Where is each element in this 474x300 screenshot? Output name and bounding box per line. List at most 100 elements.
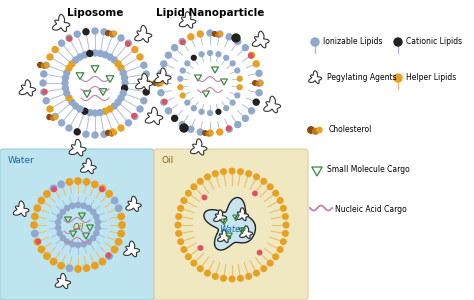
Circle shape bbox=[267, 260, 273, 266]
Circle shape bbox=[209, 131, 213, 135]
Circle shape bbox=[93, 214, 99, 219]
Circle shape bbox=[82, 52, 88, 58]
Circle shape bbox=[230, 61, 235, 66]
Circle shape bbox=[256, 70, 262, 76]
Circle shape bbox=[55, 220, 61, 225]
Circle shape bbox=[47, 115, 52, 119]
Circle shape bbox=[208, 111, 212, 116]
Circle shape bbox=[91, 262, 98, 269]
Circle shape bbox=[57, 231, 63, 236]
Text: Oil: Oil bbox=[162, 156, 174, 165]
Circle shape bbox=[43, 98, 49, 104]
Circle shape bbox=[226, 126, 232, 132]
Circle shape bbox=[41, 64, 46, 68]
Circle shape bbox=[41, 71, 47, 77]
Circle shape bbox=[198, 178, 203, 184]
Circle shape bbox=[191, 260, 197, 266]
Circle shape bbox=[119, 222, 125, 228]
Polygon shape bbox=[236, 208, 248, 220]
Circle shape bbox=[51, 116, 55, 120]
Circle shape bbox=[144, 82, 149, 86]
Circle shape bbox=[66, 178, 73, 185]
Text: Water: Water bbox=[219, 224, 245, 233]
Circle shape bbox=[64, 206, 70, 211]
Circle shape bbox=[93, 231, 99, 236]
Circle shape bbox=[52, 187, 56, 191]
Circle shape bbox=[205, 174, 210, 180]
Circle shape bbox=[118, 95, 124, 101]
Polygon shape bbox=[53, 14, 70, 32]
Polygon shape bbox=[145, 107, 163, 124]
Circle shape bbox=[313, 128, 319, 134]
Circle shape bbox=[81, 203, 86, 208]
Circle shape bbox=[107, 54, 113, 60]
Circle shape bbox=[102, 52, 108, 58]
Circle shape bbox=[32, 230, 38, 237]
Circle shape bbox=[158, 70, 164, 76]
Circle shape bbox=[178, 76, 182, 81]
Circle shape bbox=[111, 246, 118, 253]
Circle shape bbox=[191, 56, 196, 60]
Circle shape bbox=[198, 246, 203, 250]
Circle shape bbox=[75, 242, 81, 247]
Circle shape bbox=[109, 32, 114, 36]
Circle shape bbox=[203, 131, 207, 135]
Text: Water: Water bbox=[8, 156, 35, 165]
Circle shape bbox=[40, 80, 46, 86]
Circle shape bbox=[163, 100, 167, 104]
Circle shape bbox=[63, 85, 68, 91]
Circle shape bbox=[308, 127, 314, 133]
Circle shape bbox=[317, 128, 322, 133]
Circle shape bbox=[257, 250, 262, 255]
Circle shape bbox=[52, 113, 58, 119]
Circle shape bbox=[158, 90, 164, 96]
Circle shape bbox=[235, 38, 241, 44]
Circle shape bbox=[110, 129, 116, 135]
Circle shape bbox=[205, 270, 210, 276]
Circle shape bbox=[66, 125, 72, 131]
Circle shape bbox=[118, 125, 124, 131]
Circle shape bbox=[111, 57, 117, 63]
Circle shape bbox=[63, 75, 68, 81]
Circle shape bbox=[86, 206, 91, 211]
Circle shape bbox=[100, 187, 104, 191]
Circle shape bbox=[261, 178, 266, 184]
Circle shape bbox=[91, 236, 96, 241]
Polygon shape bbox=[252, 31, 269, 48]
Circle shape bbox=[118, 65, 124, 71]
Circle shape bbox=[87, 110, 93, 116]
Circle shape bbox=[256, 82, 260, 86]
Circle shape bbox=[99, 185, 106, 192]
Circle shape bbox=[253, 61, 259, 67]
Circle shape bbox=[191, 184, 197, 190]
Circle shape bbox=[248, 52, 255, 58]
Text: Nucleic Acid Cargo: Nucleic Acid Cargo bbox=[335, 206, 407, 214]
Circle shape bbox=[161, 99, 167, 105]
Circle shape bbox=[261, 266, 266, 272]
Circle shape bbox=[36, 239, 40, 244]
Circle shape bbox=[206, 132, 210, 136]
Circle shape bbox=[140, 80, 146, 86]
Circle shape bbox=[181, 247, 187, 252]
Circle shape bbox=[185, 61, 190, 66]
Circle shape bbox=[81, 242, 86, 247]
Circle shape bbox=[43, 62, 49, 68]
Polygon shape bbox=[13, 201, 29, 217]
Circle shape bbox=[110, 31, 116, 37]
Circle shape bbox=[95, 225, 100, 230]
Circle shape bbox=[188, 126, 194, 132]
Text: Small Molecule Cargo: Small Molecule Cargo bbox=[327, 166, 410, 175]
Circle shape bbox=[47, 54, 53, 60]
Circle shape bbox=[281, 239, 286, 244]
Circle shape bbox=[165, 52, 172, 58]
Circle shape bbox=[242, 45, 248, 51]
Circle shape bbox=[31, 222, 37, 228]
Circle shape bbox=[91, 181, 98, 188]
Circle shape bbox=[59, 40, 64, 46]
Polygon shape bbox=[81, 158, 96, 174]
Polygon shape bbox=[126, 196, 141, 212]
Circle shape bbox=[126, 120, 131, 126]
Circle shape bbox=[69, 99, 75, 105]
Circle shape bbox=[185, 100, 190, 105]
Circle shape bbox=[178, 239, 183, 244]
